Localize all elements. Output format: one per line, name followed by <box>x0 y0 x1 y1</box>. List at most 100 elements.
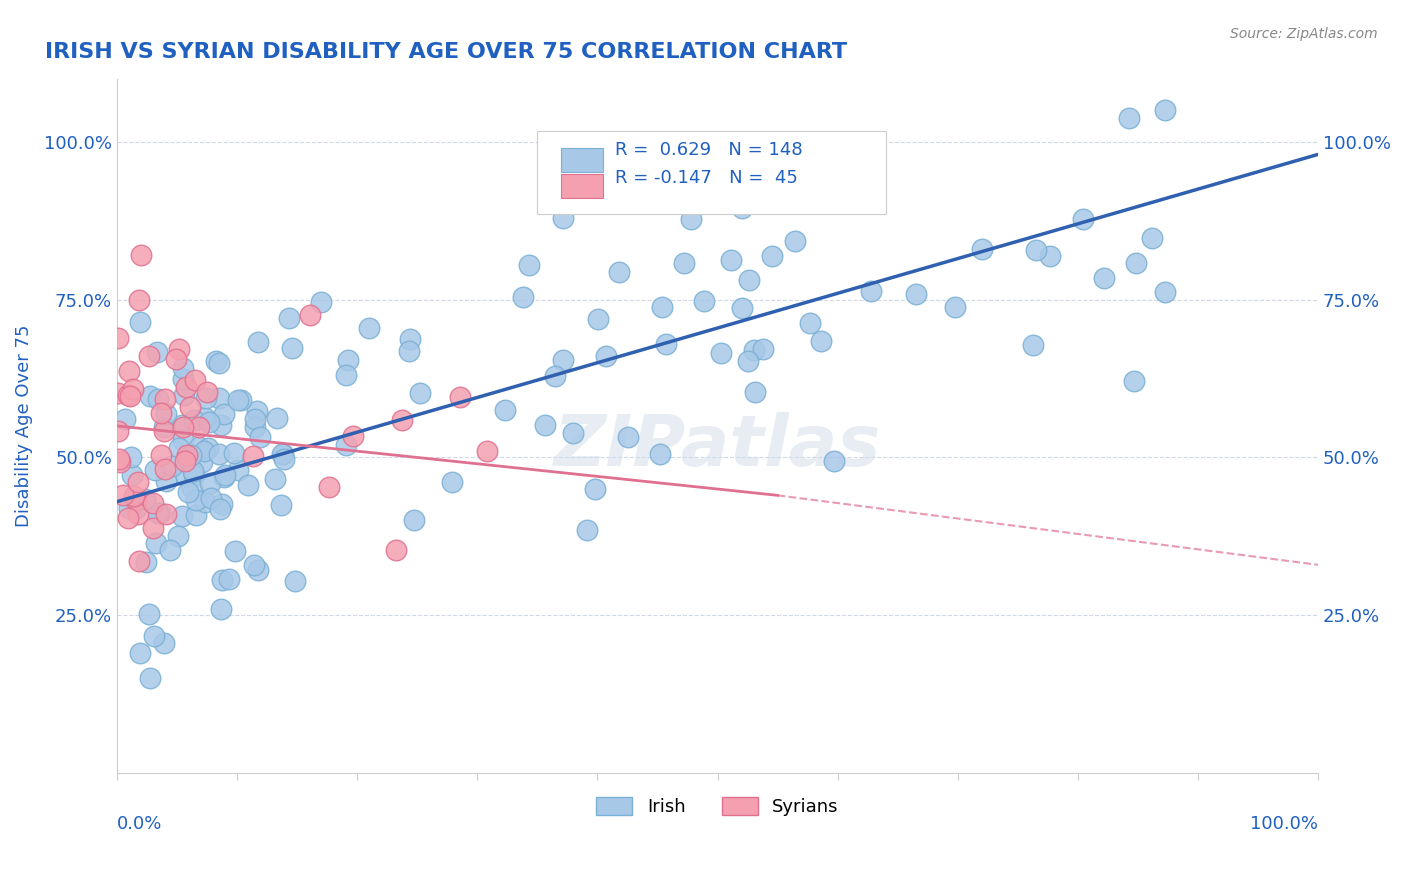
Irish <box>245 420 267 434</box>
Syrians <box>318 480 340 494</box>
Text: R = -0.147   N =  45: R = -0.147 N = 45 <box>616 169 799 187</box>
Irish <box>197 441 219 455</box>
Irish <box>187 440 209 454</box>
Irish <box>152 635 174 649</box>
Irish <box>731 201 754 215</box>
FancyBboxPatch shape <box>561 148 603 172</box>
Syrians <box>174 379 197 393</box>
Irish <box>160 459 183 474</box>
Irish <box>402 512 425 526</box>
Irish <box>180 448 202 462</box>
Irish <box>270 498 292 512</box>
Syrians <box>149 406 172 420</box>
Irish <box>905 287 928 301</box>
Irish <box>648 447 671 461</box>
Irish <box>576 523 599 537</box>
Irish <box>121 467 143 482</box>
Syrians <box>188 420 211 434</box>
Syrians <box>127 507 149 521</box>
Syrians <box>195 385 218 400</box>
Irish <box>409 386 432 401</box>
Text: Source: ZipAtlas.com: Source: ZipAtlas.com <box>1230 27 1378 41</box>
Irish <box>149 506 172 520</box>
Irish <box>494 403 516 417</box>
Irish <box>357 320 380 334</box>
Irish <box>744 385 766 400</box>
Irish <box>208 501 231 516</box>
Irish <box>1073 212 1095 227</box>
Irish <box>224 543 246 558</box>
Irish <box>335 437 357 451</box>
Syrians <box>174 454 197 468</box>
Irish <box>1025 244 1047 258</box>
Irish <box>772 146 794 161</box>
Irish <box>264 472 287 486</box>
Irish <box>167 441 190 455</box>
Irish <box>145 536 167 550</box>
Irish <box>138 607 160 621</box>
Irish <box>860 285 883 299</box>
Irish <box>441 475 464 489</box>
Irish <box>1142 231 1164 245</box>
Syrians <box>117 364 139 378</box>
Irish <box>246 564 269 578</box>
Irish <box>145 463 167 477</box>
Irish <box>142 629 165 643</box>
Irish <box>284 574 307 589</box>
Irish <box>170 417 193 432</box>
Irish <box>246 403 269 417</box>
Irish <box>710 346 733 360</box>
Irish <box>209 602 232 616</box>
Irish <box>751 342 773 356</box>
Irish <box>1118 111 1140 125</box>
Irish <box>183 468 205 483</box>
Irish <box>1022 338 1045 352</box>
Irish <box>231 392 253 407</box>
Irish <box>200 475 222 490</box>
Irish <box>129 316 152 330</box>
Irish <box>117 501 139 516</box>
Irish <box>226 463 249 477</box>
Irish <box>737 353 759 368</box>
Irish <box>512 290 534 304</box>
Text: R =  0.629   N = 148: R = 0.629 N = 148 <box>616 141 803 159</box>
Irish <box>561 425 583 440</box>
Irish <box>172 433 194 447</box>
Syrians <box>128 554 150 568</box>
Irish <box>617 430 640 444</box>
Syrians <box>391 412 413 426</box>
Syrians <box>152 424 174 438</box>
Syrians <box>117 511 139 525</box>
Irish <box>655 337 678 351</box>
Syrians <box>107 331 129 345</box>
Irish <box>205 354 228 368</box>
Irish <box>247 334 270 349</box>
Irish <box>176 450 198 465</box>
Irish <box>309 294 332 309</box>
Irish <box>172 360 194 375</box>
Syrians <box>128 293 150 307</box>
Irish <box>823 453 845 467</box>
Irish <box>266 411 288 425</box>
Irish <box>243 411 266 425</box>
Irish <box>190 455 212 469</box>
Irish <box>810 334 832 348</box>
Irish <box>194 410 217 425</box>
Irish <box>278 310 301 325</box>
Irish <box>586 311 609 326</box>
Irish <box>271 447 294 461</box>
Irish <box>249 430 271 444</box>
Syrians <box>122 490 145 504</box>
Irish <box>148 392 170 406</box>
Syrians <box>142 521 165 535</box>
Syrians <box>125 492 148 507</box>
Irish <box>242 558 264 572</box>
Irish <box>226 392 249 407</box>
Irish <box>271 447 294 461</box>
Syrians <box>112 488 135 502</box>
Irish <box>214 408 236 422</box>
Irish <box>138 671 160 685</box>
Irish <box>159 543 181 558</box>
Irish <box>211 497 233 511</box>
Irish <box>181 464 204 478</box>
